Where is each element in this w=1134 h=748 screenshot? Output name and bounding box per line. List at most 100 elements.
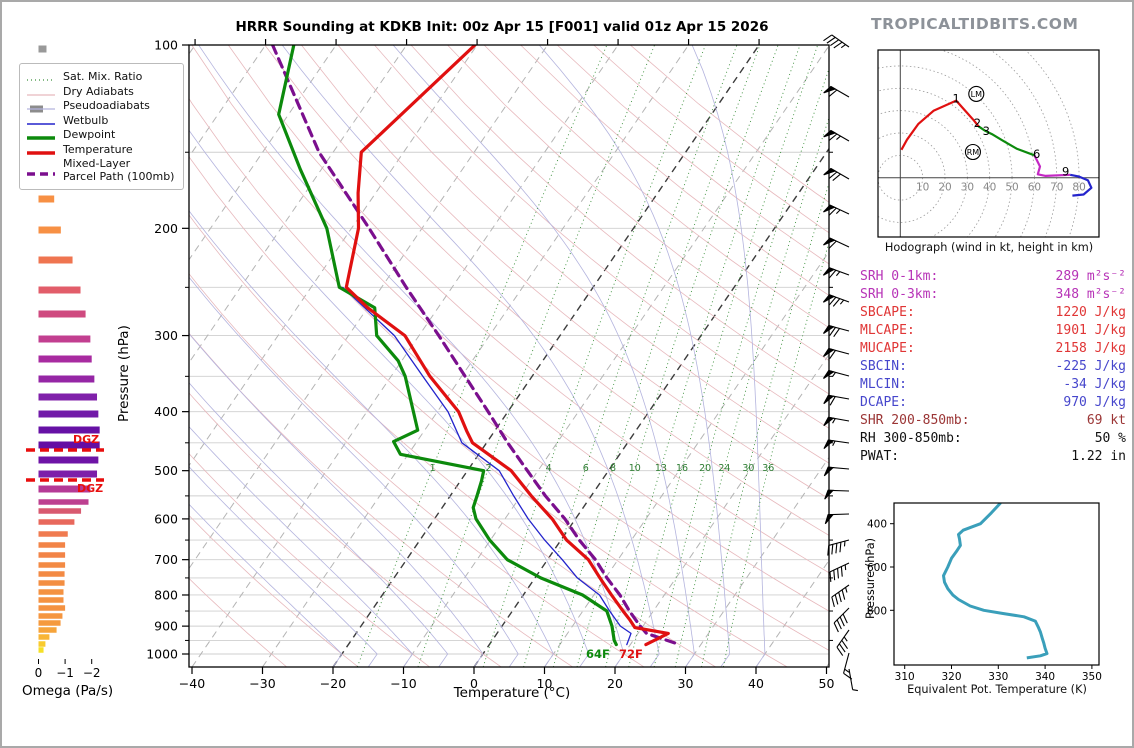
omega-tick-label: −1	[56, 666, 74, 680]
mixing-ratio-label: 6	[583, 463, 589, 474]
thetae-p-tick-label: 800	[867, 605, 887, 617]
page-title: HRRR Sounding at KDKB Init: 00z Apr 15 […	[235, 19, 769, 35]
mixing-ratio-label: 13	[655, 463, 667, 474]
mixing-ratio-label: 30	[742, 463, 754, 474]
temperature-tick-label: −10	[390, 676, 416, 691]
thetae-curve	[942, 503, 1049, 660]
thetae-plot: 310 320 330 340 350 400 600 800	[867, 502, 1102, 683]
mixing-ratio-label: 16	[676, 463, 688, 474]
stat-row-mucape: MUCAPE: 2158 J/kg	[860, 340, 1126, 358]
pseudoadiabats-legend-glyph	[26, 100, 56, 113]
hodograph-plot: 10 20 30 40 50 60 70 80 123 6 9 LM RM	[878, 50, 1099, 237]
hodograph-trace-0-2km	[900, 99, 980, 151]
hodograph-ring-label: 20	[938, 182, 951, 194]
legend-item-dry-adiabats: Dry Adiabats	[26, 84, 177, 99]
legend-item-temperature: Temperature	[26, 142, 177, 157]
temperature-tick-label: 0	[470, 676, 478, 691]
stat-label: SBCAPE:	[860, 305, 915, 320]
temperature-tick-label: 40	[748, 676, 764, 691]
pressure-tick-label: 400	[154, 404, 178, 419]
legend-item-label: Dewpoint	[63, 128, 116, 141]
thetae-x-axis-label: Equivalent Pot. Temperature (K)	[907, 683, 1087, 696]
surface-temp-label: 72F	[619, 647, 643, 661]
legend-item-label: Sat. Mix. Ratio	[63, 70, 143, 83]
legend-box: Sat. Mix. Ratio Dry Adiabats Pseudoadiabat…	[19, 63, 184, 190]
pressure-tick-label: 500	[154, 463, 178, 478]
stat-label: SBCIN:	[860, 359, 907, 374]
hodograph-ring-label: 80	[1072, 182, 1085, 194]
watermark-logo: TROPICALTIDBITS.COM	[871, 15, 1079, 33]
thetae-x-tick-label: 320	[941, 671, 961, 683]
hodograph-caption: Hodograph (wind in kt, height in km)	[884, 241, 1094, 254]
temperature-tick-label: −40	[179, 676, 205, 691]
stat-row-sbcape: SBCAPE: 1220 J/kg	[860, 304, 1126, 322]
legend-item-pseudoadiabats: Pseudoadiabats	[26, 99, 177, 113]
thetae-x-tick-label: 350	[1082, 671, 1102, 683]
stat-value: 970 J/kg	[1063, 395, 1126, 410]
hodograph-ring-label: 60	[1028, 182, 1041, 194]
thetae-p-tick-label: 600	[867, 562, 887, 574]
stat-label: SRH 0-3km:	[860, 287, 939, 302]
stat-label: MUCAPE:	[860, 341, 915, 356]
stat-row-sbcin: SBCIN: -225 J/kg	[860, 358, 1126, 376]
stat-value: -34 J/kg	[1063, 377, 1126, 392]
mixing-ratio-label: 1	[430, 463, 436, 474]
omega-tick-label: −2	[83, 666, 101, 680]
omega-panel: 0 −1 −2	[26, 45, 104, 680]
mixing-ratio-label: 4	[546, 463, 552, 474]
legend-item-label: Mixed-Layer Parcel Path (100mb)	[63, 157, 175, 183]
pressure-tick-label: 600	[154, 511, 178, 526]
stat-row-srh-0-3km: SRH 0-3km: 348 m²s⁻²	[860, 286, 1126, 304]
legend-item-label: Temperature	[63, 142, 133, 156]
stat-value: 289 m²s⁻²	[1055, 269, 1126, 284]
stat-value: 1.22 in	[1071, 449, 1126, 464]
surface-dewpoint-label: 64F	[586, 647, 610, 661]
hodograph-trace-3-6km	[977, 125, 1035, 157]
hodograph-height-label: 1	[953, 91, 960, 105]
dewpoint-curve	[277, 45, 618, 647]
stat-label: RH 300-850mb:	[860, 431, 962, 446]
legend-item-dewpoint: Dewpoint	[26, 128, 177, 142]
stat-label: SHR 200-850mb:	[860, 413, 970, 428]
stat-value: 1220 J/kg	[1055, 305, 1126, 320]
omega-axis-label: Omega (Pa/s)	[22, 683, 114, 699]
pressure-tick-label: 900	[154, 619, 178, 634]
thetae-y-axis-label: Pressure (hPa)	[864, 537, 877, 619]
hodograph-ring-label: 30	[961, 182, 974, 194]
wind-barb-column	[822, 34, 858, 692]
hodograph-height-label: 3	[983, 124, 990, 138]
parcel-path-legend-glyph	[26, 165, 56, 177]
legend-item-parcel-path: Mixed-Layer Parcel Path (100mb)	[26, 157, 177, 183]
mixing-ratio-label: 8	[610, 463, 616, 474]
thetae-x-tick-label: 330	[988, 671, 1008, 683]
thetae-p-tick-label: 400	[867, 519, 887, 531]
mixing-ratio-label: 2	[486, 463, 492, 474]
stat-label: DCAPE:	[860, 395, 907, 410]
stat-value: 50 %	[1094, 431, 1126, 446]
dewpoint-legend-glyph	[26, 129, 56, 141]
temperature-legend-glyph	[26, 144, 56, 156]
hodograph-height-label: 9	[1062, 164, 1069, 178]
legend-item-wetbulb: Wetbulb	[26, 114, 177, 128]
stat-value: 69 kt	[1086, 413, 1126, 428]
temperature-tick-label: 10	[537, 676, 553, 691]
skewt-y-axis-label: Pressure (hPa)	[116, 325, 132, 422]
hodograph-trace-6-9km	[1033, 154, 1071, 177]
stat-label: MLCAPE:	[860, 323, 915, 338]
thetae-x-tick-label: 310	[895, 671, 915, 683]
hodograph-rm-marker: RM	[967, 148, 980, 157]
legend-item-label: Pseudoadiabats	[63, 99, 150, 112]
stat-label: SRH 0-1km:	[860, 269, 939, 284]
hodograph-ring-label: 70	[1050, 182, 1063, 194]
parcel-path-curve	[271, 45, 682, 647]
stat-row-dcape: DCAPE: 970 J/kg	[860, 394, 1126, 412]
stat-label: PWAT:	[860, 449, 900, 464]
pressure-tick-label: 300	[154, 328, 178, 343]
stat-value: -225 J/kg	[1055, 359, 1126, 374]
hodograph-trace-9-12km	[1069, 173, 1093, 197]
temperature-tick-label: −30	[249, 676, 275, 691]
legend-item-label: Dry Adiabats	[63, 84, 134, 98]
stat-label: MLCIN:	[860, 377, 907, 392]
wetbulb-legend-glyph	[26, 115, 56, 127]
temperature-tick-label: 50	[819, 676, 835, 691]
